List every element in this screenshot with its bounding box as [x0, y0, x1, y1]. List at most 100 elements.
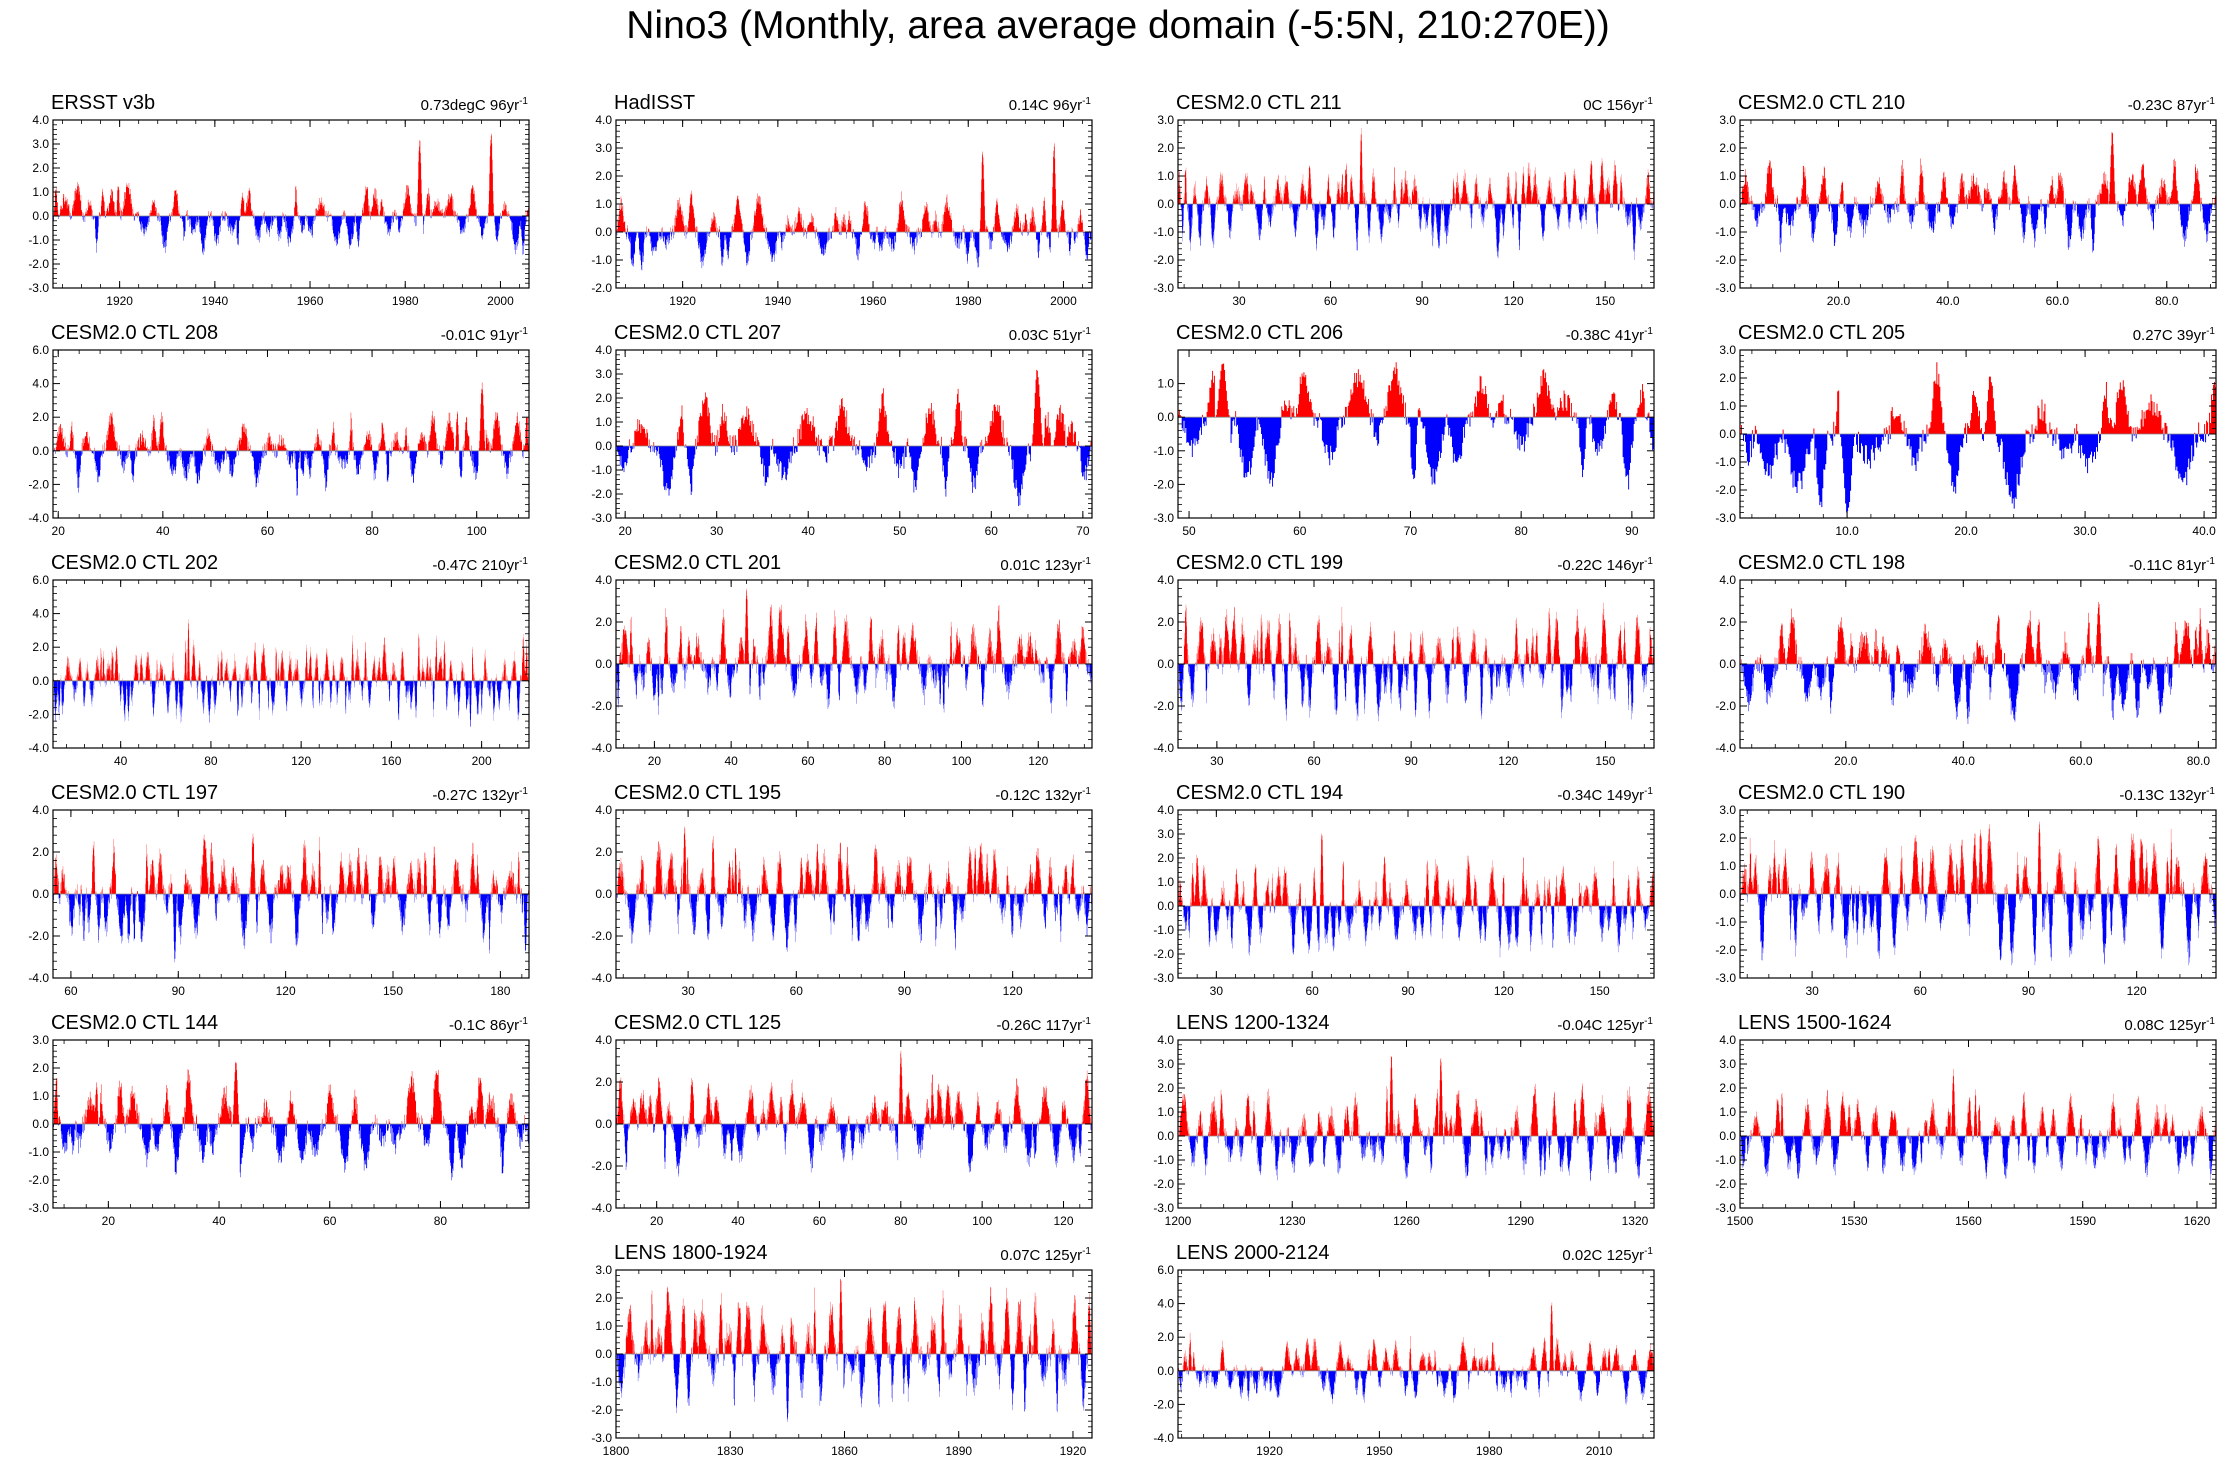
chart-panel: CESM2.0 CTL 198 -0.11C 81yr-1 -4.0 -2.0 0.0 2…	[1695, 548, 2225, 773]
negative-anomaly-bars	[616, 232, 1092, 271]
trend-value: 0.01C	[1000, 557, 1041, 574]
x-tick-label: 150	[1595, 294, 1615, 308]
y-tick-label: 2.0	[595, 1291, 612, 1305]
y-tick-label: 4.0	[1157, 803, 1174, 817]
unit-exponent: -1	[519, 96, 528, 107]
x-tick-label: 40	[114, 754, 128, 768]
y-tick-label: 1.0	[595, 197, 612, 211]
x-tick-label: 200	[472, 754, 492, 768]
y-tick-label: 4.0	[1157, 573, 1174, 587]
y-tick-label: 0.0	[1157, 1364, 1174, 1378]
y-tick-label: 3.0	[1157, 113, 1174, 127]
panel-trend-label: -0.22C 146yr-1	[1557, 556, 1653, 574]
x-tick-label: 80	[434, 1214, 448, 1228]
unit-exponent: -1	[1644, 786, 1653, 797]
x-tick-label: 20	[648, 754, 662, 768]
unit-exponent: -1	[1644, 556, 1653, 567]
panel-title: LENS 1200-1324	[1176, 1012, 1330, 1034]
y-tick-label: 2.0	[1719, 1081, 1736, 1095]
unit-exponent: -1	[2206, 326, 2215, 337]
y-tick-label: -2.0	[1715, 943, 1736, 957]
y-tick-label: -4.0	[1153, 1431, 1174, 1445]
unit-exponent: -1	[1082, 96, 1091, 107]
y-tick-label: -2.0	[28, 1173, 49, 1187]
trend-value: -0.38C	[1565, 327, 1611, 344]
chart-svg: -3.0 -2.0 -1.0 0.0 1.0 2.0 3.0 20.0 40.0 60.0 80.0	[1715, 113, 2217, 308]
x-tick-label: 120	[1504, 294, 1524, 308]
y-tick-label: -3.0	[1153, 511, 1174, 525]
chart-svg: -3.0 -2.0 -1.0 0.0 1.0 2.0 3.0 4.0 1920 1940 1960 1…	[28, 113, 530, 308]
unit-exponent: -1	[1082, 1246, 1091, 1257]
panel-trend-label: 0.02C 125yr-1	[1562, 1246, 1653, 1264]
y-tick-label: 4.0	[595, 1033, 612, 1047]
y-tick-label: -1.0	[28, 1145, 49, 1159]
trend-value: -0.1C	[449, 1017, 486, 1034]
x-tick-label: 1590	[2069, 1214, 2096, 1228]
negative-anomaly-bars	[1178, 906, 1650, 958]
x-tick-label: 20.0	[1834, 754, 1858, 768]
unit-exponent: -1	[519, 326, 528, 337]
negative-anomaly-bars	[616, 1354, 1092, 1422]
panel-trend-label: 0.03C 51yr-1	[1009, 326, 1091, 344]
x-tick-label: 1320	[1622, 1214, 1649, 1228]
y-tick-label: -1.0	[1715, 225, 1736, 239]
x-tick-label: 30.0	[2073, 524, 2097, 538]
chart-svg: -4.0 -2.0 0.0 2.0 4.0 6.0 20 40 60 80 100	[28, 343, 530, 538]
x-tick-label: 1800	[603, 1444, 630, 1458]
chart-svg: -4.0 -2.0 0.0 2.0 4.0 20 40 60 80 100 120	[591, 1033, 1093, 1228]
x-tick-label: 30	[1232, 294, 1246, 308]
trend-value: -0.23C	[2127, 97, 2173, 114]
y-tick-label: -3.0	[1715, 511, 1736, 525]
negative-anomaly-bars	[1181, 417, 1654, 490]
trend-value: -0.11C	[2128, 557, 2173, 574]
x-tick-label: 60	[261, 524, 275, 538]
panel-title: CESM2.0 CTL 207	[614, 322, 782, 344]
chart-svg: -4.0 -2.0 0.0 2.0 4.0 20 40 60 80 100 120	[591, 573, 1093, 768]
x-tick-label: 90	[172, 984, 186, 998]
x-tick-label: 20	[618, 524, 632, 538]
y-tick-label: 3.0	[1719, 1057, 1736, 1071]
y-tick-label: 1.0	[1719, 399, 1736, 413]
negative-anomaly-bars	[1740, 664, 2215, 724]
panel-title: CESM2.0 CTL 208	[51, 322, 219, 344]
y-tick-label: -3.0	[1715, 1201, 1736, 1215]
negative-anomaly-bars	[616, 894, 1092, 952]
x-tick-label: 120	[1498, 754, 1518, 768]
y-tick-label: 3.0	[595, 1263, 612, 1277]
y-tick-label: -2.0	[28, 477, 49, 491]
panel-trend-label: -0.04C 125yr-1	[1557, 1016, 1653, 1034]
unit-exponent: -1	[2206, 1016, 2215, 1027]
y-tick-label: 6.0	[32, 573, 49, 587]
y-tick-label: -2.0	[1153, 1397, 1174, 1411]
plot-frame	[1177, 349, 1655, 519]
chart-panel: LENS 2000-2124 0.02C 125yr-1 -4.0 -2.0 0.0 2.…	[1133, 1238, 1663, 1463]
y-tick-label: 3.0	[595, 367, 612, 381]
y-tick-label: 1.0	[1719, 169, 1736, 183]
negative-anomaly-bars	[53, 216, 528, 255]
x-tick-label: 90	[1401, 984, 1415, 998]
trend-value: -0.34C	[1557, 787, 1603, 804]
panel-title: CESM2.0 CTL 205	[1738, 322, 1906, 344]
plot-frame	[1177, 1039, 1655, 1209]
y-tick-label: -1.0	[1715, 1153, 1736, 1167]
negative-anomaly-bars	[1740, 204, 2216, 253]
trend-value: 0.02C	[1562, 1247, 1603, 1264]
y-tick-label: 2.0	[32, 640, 49, 654]
x-tick-label: 1920	[669, 294, 696, 308]
positive-anomaly-bars	[1740, 132, 2216, 204]
plot-frame	[1739, 1039, 2217, 1209]
unit-exponent: -1	[1644, 1246, 1653, 1257]
positive-anomaly-bars	[53, 833, 529, 894]
x-tick-label: 1940	[201, 294, 228, 308]
panel-trend-label: -0.27C 132yr-1	[432, 786, 528, 804]
negative-anomaly-bars	[1178, 204, 1653, 261]
panel-title: CESM2.0 CTL 198	[1738, 552, 1906, 574]
panel-trend-label: 0.07C 125yr-1	[1000, 1246, 1091, 1264]
chart-panel: CESM2.0 CTL 208 -0.01C 91yr-1 -4.0 -2.0 0.0 2…	[8, 318, 538, 543]
y-tick-label: 0.0	[1719, 427, 1736, 441]
x-tick-label: 60	[1914, 984, 1928, 998]
y-tick-label: 4.0	[595, 343, 612, 357]
y-tick-label: 3.0	[1719, 343, 1736, 357]
x-tick-label: 60	[1307, 754, 1321, 768]
panel-title: LENS 1500-1624	[1738, 1012, 1892, 1034]
